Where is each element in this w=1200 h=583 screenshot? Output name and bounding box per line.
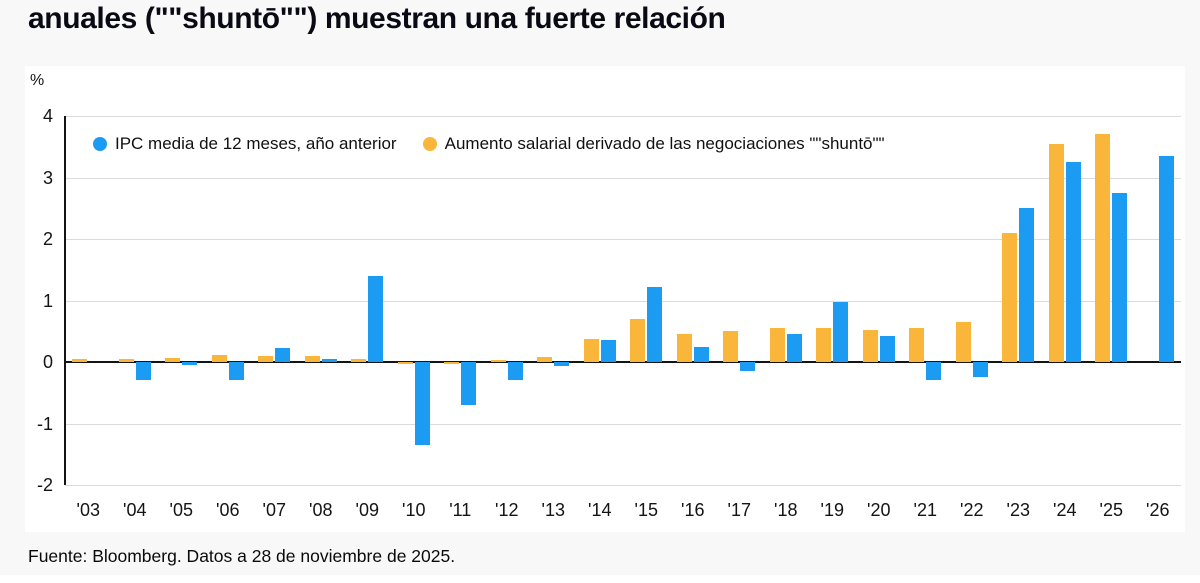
bar: [630, 318, 646, 362]
x-tick-label: '14: [588, 500, 612, 520]
x-tick-label: '23: [1006, 500, 1030, 520]
chart-legend: IPC media de 12 meses, año anterior Aumen…: [93, 134, 885, 154]
bar: [862, 330, 878, 362]
bar: [1002, 232, 1018, 362]
x-tick-label: '25: [1099, 500, 1123, 520]
page-title: anuales (""shuntō"") muestran una fuerte…: [28, 2, 726, 35]
bar: [1065, 162, 1081, 362]
source-note: Fuente: Bloomberg. Datos a 28 de noviemb…: [28, 546, 456, 566]
y-tick-label: -2: [36, 475, 53, 495]
bar: [182, 362, 198, 366]
bar: [275, 347, 291, 362]
legend-marker-dot: [422, 137, 437, 151]
y-tick-label: 3: [42, 167, 53, 188]
bar: [1095, 134, 1111, 362]
bar: [909, 328, 925, 362]
x-tick-label: '03: [76, 500, 100, 520]
bar: [228, 362, 244, 381]
bar: [507, 362, 523, 381]
x-tick-label: '21: [913, 500, 937, 520]
bar: [676, 334, 692, 362]
bottom-strip: [0, 575, 1200, 583]
gridline: [65, 423, 1181, 425]
x-tick-label: '08: [309, 500, 333, 520]
gridline: [65, 116, 1181, 117]
bar: [600, 340, 616, 362]
x-tick-label: '11: [449, 500, 472, 520]
bar: [72, 358, 88, 362]
x-tick-label: '19: [820, 500, 844, 520]
y-tick-label: -1: [36, 413, 53, 434]
y-tick-label: 0: [42, 352, 53, 372]
gridline: [65, 239, 1181, 240]
bar: [833, 301, 849, 362]
bar: [321, 358, 337, 362]
bar: [414, 362, 430, 446]
bar: [444, 362, 460, 364]
y-axis-line: [64, 116, 66, 485]
bar: [723, 331, 739, 362]
x-tick-label: '15: [634, 500, 658, 520]
legend-item: Aumento salarial derivado de las negocia…: [422, 134, 885, 154]
y-tick-label: 1: [42, 290, 53, 311]
bar: [1019, 208, 1035, 362]
chart-panel: % 4 3 2 1 0 -1 -2 '03 '04 '05 '06 '07 '08 '09 '10 '11 '…: [25, 66, 1185, 532]
bar: [1112, 192, 1128, 362]
bar: [879, 336, 895, 362]
x-tick-label: '26: [1146, 500, 1170, 520]
x-tick-label: '22: [960, 500, 984, 520]
x-tick-label: '10: [402, 500, 426, 520]
bar: [211, 354, 227, 362]
zero-gridline: [65, 361, 1181, 363]
x-tick-label: '07: [262, 500, 286, 520]
x-tick-label: '18: [774, 500, 798, 520]
x-tick-label: '13: [541, 500, 565, 520]
bar: [1158, 155, 1174, 362]
x-tick-label: '17: [727, 500, 751, 520]
bar: [304, 355, 320, 362]
x-tick-label: '24: [1053, 500, 1077, 520]
bar: [583, 338, 599, 362]
x-tick-label: '20: [867, 500, 891, 520]
bar: [490, 360, 506, 362]
legend-label: IPC media de 12 meses, año anterior: [115, 134, 397, 153]
y-axis-unit-label: %: [30, 72, 45, 89]
bar: [397, 362, 413, 364]
bar: [647, 286, 663, 362]
x-tick-label: '05: [169, 500, 193, 520]
bar: [368, 275, 384, 362]
bar: [1048, 143, 1064, 362]
bar: [926, 362, 942, 381]
gridline: [65, 300, 1181, 302]
x-tick-label: '16: [681, 500, 705, 520]
bar: [693, 346, 709, 362]
bar: [972, 362, 988, 378]
bar: [554, 362, 570, 367]
x-tick-label: '04: [123, 500, 147, 520]
bar: [955, 322, 971, 362]
bar: [258, 355, 274, 362]
bar: [816, 328, 832, 362]
gridline: [65, 485, 1181, 486]
bar: [537, 357, 553, 362]
legend-item: IPC media de 12 meses, año anterior: [93, 134, 397, 154]
bar: [118, 358, 134, 362]
bar: [740, 362, 756, 372]
x-tick-label: '12: [495, 500, 519, 520]
bar: [786, 334, 802, 362]
bar: [461, 362, 477, 406]
bar: [135, 362, 151, 381]
bar: [769, 328, 785, 362]
y-tick-label: 2: [42, 229, 53, 249]
bar: [165, 357, 181, 362]
x-tick-label: '06: [216, 500, 240, 520]
y-tick-label: 4: [42, 106, 53, 126]
legend-label: Aumento salarial derivado de las negocia…: [444, 134, 885, 153]
x-tick-label: '09: [355, 500, 379, 520]
legend-marker-dot: [93, 137, 107, 151]
gridline: [65, 177, 1181, 179]
bar: [351, 358, 367, 362]
